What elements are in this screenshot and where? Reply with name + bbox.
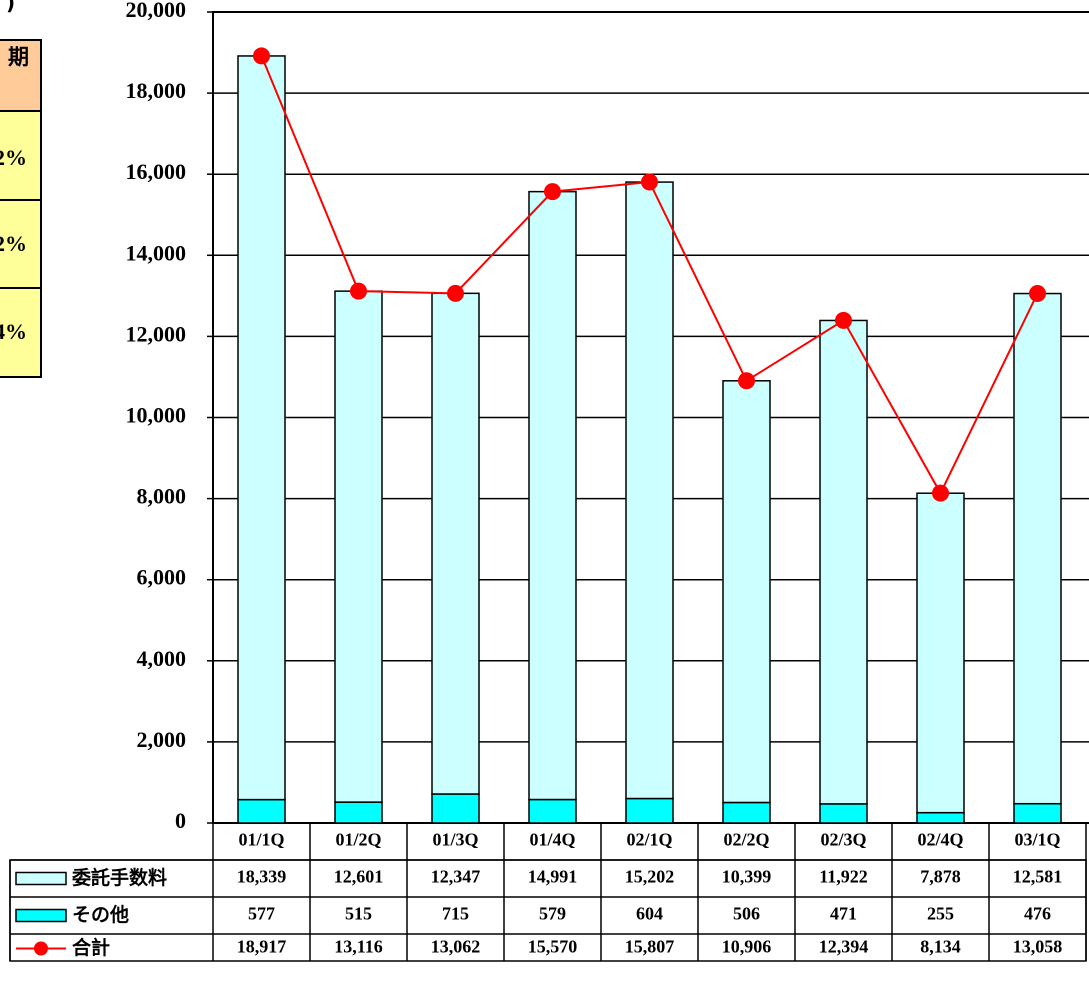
- bar-segment: [819, 803, 868, 824]
- cell-text: 2%: [0, 145, 27, 170]
- table-value: 10,906: [722, 937, 772, 957]
- table-value: 15,807: [625, 937, 675, 957]
- y-tick-label: 6,000: [137, 565, 187, 590]
- bar-segment: [431, 292, 480, 795]
- table-value: 577: [248, 904, 275, 924]
- bar-segment: [916, 811, 965, 824]
- table-value: 255: [927, 904, 954, 924]
- y-tick-label: 18,000: [126, 78, 187, 103]
- bar-segment: [528, 190, 577, 801]
- total-marker: [1029, 284, 1046, 302]
- header-cell: [0, 39, 42, 112]
- cell-text: 4%: [0, 319, 27, 344]
- x-tick-label: 02/2Q: [723, 830, 769, 850]
- y-tick-label: 0: [175, 808, 186, 833]
- table-value: 10,399: [722, 867, 772, 887]
- header-text: 期: [8, 45, 29, 69]
- table-value: 476: [1024, 904, 1051, 924]
- bar-segment: [431, 793, 480, 824]
- bar-segment: [334, 290, 383, 803]
- table-value: 715: [442, 904, 469, 924]
- table-value: 8,134: [920, 937, 961, 957]
- x-tick-label: 02/4Q: [917, 830, 963, 850]
- table-value: 11,922: [819, 867, 868, 887]
- legend-marker: [34, 941, 48, 956]
- x-tick-label: 01/3Q: [432, 830, 478, 850]
- table-value: 15,202: [625, 867, 675, 887]
- bar-segment: [528, 798, 577, 824]
- table-value: 12,581: [1013, 867, 1063, 887]
- total-marker: [544, 183, 561, 201]
- table-value: 506: [733, 904, 760, 924]
- x-tick-label: 03/1Q: [1014, 830, 1060, 850]
- table-value: 15,570: [528, 937, 578, 957]
- bar-segment: [625, 181, 674, 800]
- legend-label: その他: [72, 903, 129, 926]
- legend-swatch: [15, 871, 67, 886]
- table-value: 18,339: [237, 867, 287, 887]
- table-value: 13,116: [334, 937, 383, 957]
- y-tick-label: 8,000: [137, 484, 187, 509]
- legend-label: 合計: [72, 936, 110, 959]
- y-tick-label: 12,000: [126, 321, 187, 346]
- bar-segment: [1013, 292, 1062, 805]
- total-marker: [835, 311, 852, 329]
- x-tick-label: 01/4Q: [529, 830, 575, 850]
- table-value: 12,394: [819, 937, 869, 957]
- x-tick-label: 02/1Q: [626, 830, 672, 850]
- table-value: 12,347: [431, 867, 481, 887]
- table-value: 13,058: [1013, 937, 1063, 957]
- legend-label: 委託手数料: [71, 866, 167, 889]
- cell: [0, 199, 42, 289]
- total-marker: [641, 173, 658, 191]
- table-value: 18,917: [237, 937, 287, 957]
- table-value: 7,878: [920, 867, 961, 887]
- total-marker: [447, 284, 464, 302]
- table-value: 12,601: [334, 867, 384, 887]
- bar-segment: [916, 492, 965, 814]
- bar-segment: [722, 380, 771, 804]
- unit-fragment: ): [6, 0, 15, 15]
- x-tick-label: 01/2Q: [335, 830, 381, 850]
- total-marker: [350, 282, 367, 300]
- total-marker: [253, 47, 270, 65]
- y-tick-label: 20,000: [126, 0, 187, 22]
- table-value: 14,991: [528, 867, 578, 887]
- y-tick-label: 4,000: [137, 646, 187, 671]
- table-value: 471: [830, 904, 857, 924]
- bar-segment: [1013, 802, 1062, 824]
- y-tick-label: 2,000: [137, 727, 187, 752]
- cell: [0, 110, 42, 201]
- bar-segment: [625, 797, 674, 824]
- x-tick-label: 01/1Q: [238, 830, 284, 850]
- bar-segment: [722, 801, 771, 824]
- table-value: 579: [539, 904, 566, 924]
- table-value: 604: [636, 904, 663, 924]
- side-panel: ) 期 2% 2% 4%: [0, 0, 42, 378]
- bar-segment: [819, 319, 868, 805]
- table-value: 13,062: [431, 937, 481, 957]
- total-marker: [738, 372, 755, 390]
- bar-segment: [237, 55, 286, 801]
- table-value: 515: [345, 904, 372, 924]
- bar-segment: [334, 801, 383, 824]
- cell: [0, 287, 42, 378]
- y-tick-label: 16,000: [126, 159, 187, 184]
- y-tick-label: 10,000: [126, 403, 187, 428]
- bar-segment: [237, 798, 286, 824]
- x-tick-label: 02/3Q: [820, 830, 866, 850]
- legend-swatch: [15, 908, 67, 923]
- y-tick-label: 14,000: [126, 240, 187, 265]
- total-marker: [932, 484, 949, 502]
- cell-text: 2%: [0, 231, 27, 256]
